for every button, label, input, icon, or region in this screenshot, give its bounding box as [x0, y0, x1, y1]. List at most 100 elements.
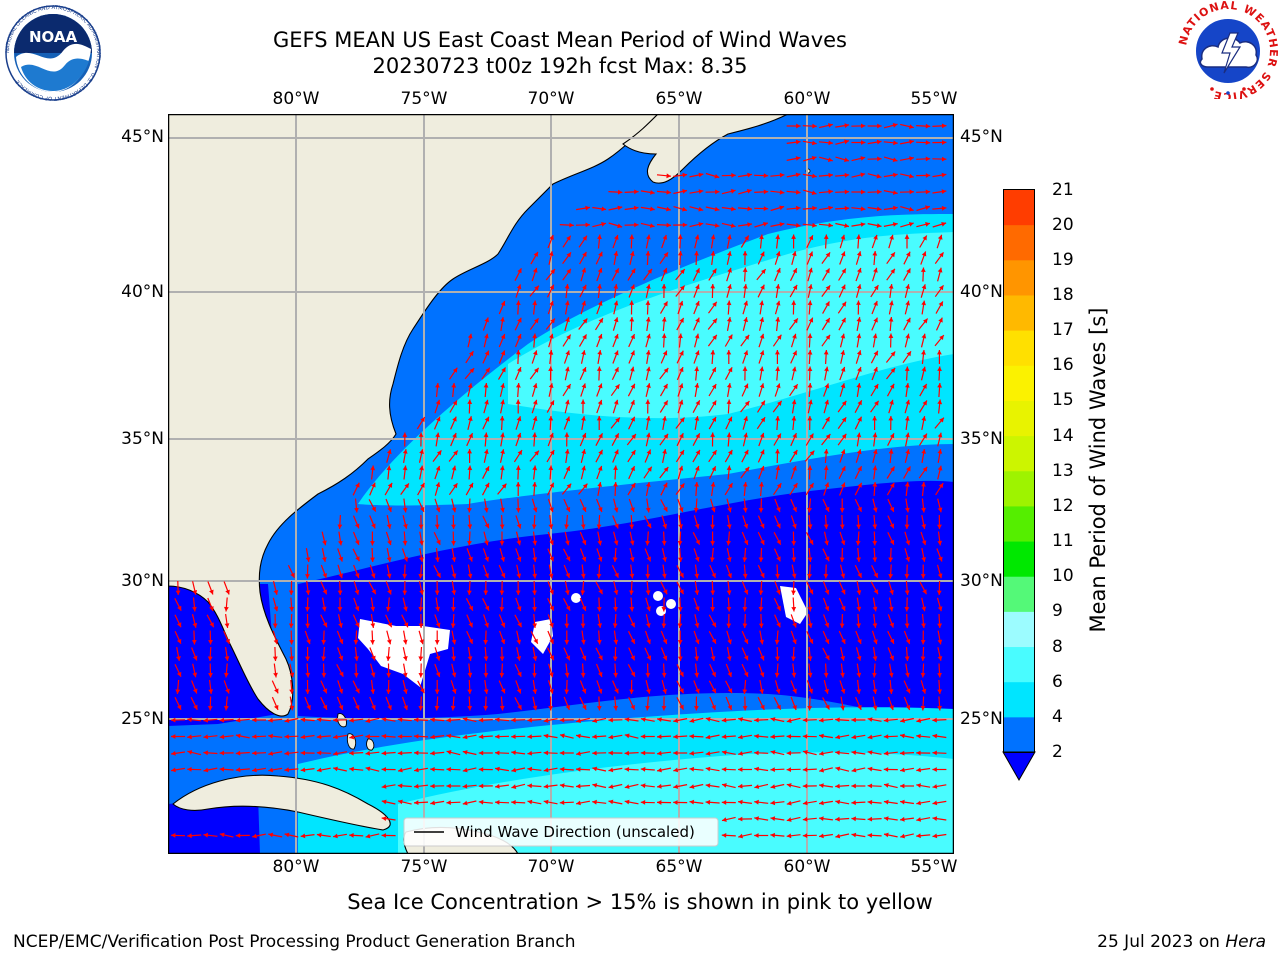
wave-direction-arrowhead	[419, 465, 424, 471]
wave-direction-arrowhead	[469, 368, 475, 373]
wave-direction-arrowhead	[516, 383, 521, 388]
wave-direction-arrowhead	[592, 734, 597, 740]
wave-direction-arrowhead	[171, 767, 176, 773]
wave-direction-arrowhead	[370, 640, 375, 645]
wave-direction-arrowhead	[792, 523, 797, 529]
wave-direction-arrowhead	[758, 557, 764, 562]
wave-direction-arrowhead	[645, 590, 651, 595]
wave-direction-arrowhead	[355, 688, 360, 694]
wave-direction-arrowhead	[387, 705, 392, 710]
wave-direction-arrowhead	[662, 557, 667, 562]
wave-direction-arrowhead	[624, 799, 630, 805]
wave-direction-arrowhead	[355, 556, 360, 562]
wave-direction-arrowhead	[937, 507, 943, 513]
wave-direction-arrowhead	[754, 799, 759, 805]
wave-direction-arrowhead	[581, 367, 587, 373]
wave-direction-arrowhead	[695, 639, 700, 645]
wave-direction-arrowhead	[355, 523, 360, 529]
wave-direction-arrowhead	[646, 383, 651, 389]
wave-direction-arrowhead	[776, 539, 781, 545]
wave-direction-arrowhead	[825, 285, 831, 291]
wave-direction-arrowhead	[650, 190, 655, 195]
wave-direction-arrowhead	[694, 573, 700, 579]
wave-direction-arrowhead	[808, 235, 814, 241]
wave-direction-arrowhead	[338, 655, 344, 661]
wave-direction-arrowhead	[721, 717, 727, 723]
wave-direction-arrowhead	[576, 783, 581, 789]
wave-direction-arrowhead	[698, 189, 704, 194]
wave-direction-arrowhead	[905, 449, 910, 455]
wave-direction-arrowhead	[192, 606, 197, 612]
wave-direction-arrowhead	[581, 688, 587, 694]
wave-direction-arrowhead	[900, 816, 905, 822]
wave-direction-arrowhead	[835, 816, 840, 822]
wave-direction-arrowhead	[403, 689, 408, 694]
wave-direction-arrowhead	[566, 334, 571, 340]
wave-direction-arrowhead	[435, 557, 440, 562]
wave-direction-arrowhead	[711, 572, 716, 578]
wave-direction-arrowhead	[403, 556, 408, 562]
wave-period-map: Wind Wave Direction (unscaled)	[168, 114, 954, 854]
wave-direction-arrowhead	[398, 799, 403, 805]
wave-direction-arrowhead	[630, 671, 635, 677]
wave-direction-arrowhead	[812, 205, 817, 211]
wave-direction-arrowhead	[770, 750, 776, 755]
wave-direction-arrowhead	[791, 573, 797, 579]
wave-direction-arrowhead	[402, 574, 408, 579]
wave-direction-arrowhead	[645, 350, 651, 355]
wave-direction-arrowhead	[839, 524, 845, 529]
wave-direction-arrowhead	[808, 589, 814, 595]
wave-direction-arrowhead	[387, 507, 392, 512]
land-bahamas	[366, 738, 375, 751]
wave-direction-arrowhead	[727, 573, 732, 579]
wave-direction-arrowhead	[694, 590, 700, 595]
wave-direction-arrowhead	[585, 205, 590, 211]
wave-direction-arrowhead	[841, 284, 846, 290]
wave-direction-arrowhead	[812, 123, 817, 129]
wave-direction-arrowhead	[436, 572, 441, 578]
wave-direction-arrowhead	[630, 483, 636, 488]
wave-direction-arrowhead	[779, 189, 785, 195]
wave-direction-arrowhead	[300, 767, 306, 773]
wave-direction-arrowhead	[580, 623, 586, 628]
colorbar-band	[1003, 541, 1035, 577]
wave-direction-arrowhead	[549, 482, 554, 488]
wave-direction-arrowhead	[809, 483, 814, 489]
wave-direction-arrowhead	[434, 689, 440, 694]
wave-direction-arrowhead	[904, 607, 910, 612]
wave-direction-arrowhead	[937, 705, 942, 711]
wave-direction-arrowhead	[435, 672, 441, 678]
wave-direction-arrowhead	[792, 705, 797, 710]
wave-direction-arrowhead	[941, 172, 947, 178]
wave-direction-arrowhead	[922, 589, 927, 595]
wave-direction-arrowhead	[763, 222, 768, 227]
wave-direction-arrowhead	[371, 482, 376, 488]
wave-direction-arrowhead	[905, 333, 910, 339]
wave-direction-arrowhead	[451, 383, 457, 388]
wave-direction-arrowhead	[305, 590, 311, 595]
wave-direction-arrowhead	[566, 483, 572, 489]
wave-direction-arrowhead	[695, 433, 700, 439]
wave-direction-arrowhead	[677, 234, 683, 239]
wave-direction-arrowhead	[450, 705, 456, 711]
wave-direction-arrowhead	[598, 589, 603, 595]
wave-direction-arrowhead	[775, 656, 780, 661]
wave-direction-arrowhead	[592, 766, 598, 772]
wave-direction-arrowhead	[371, 523, 376, 529]
wave-direction-arrowhead	[662, 416, 667, 421]
wave-direction-arrowhead	[792, 333, 797, 339]
wave-direction-arrowhead	[629, 540, 635, 546]
wave-direction-arrowhead	[921, 333, 927, 339]
wave-direction-arrowhead	[760, 523, 765, 529]
wave-direction-arrowhead	[549, 450, 555, 455]
wave-direction-arrowhead	[776, 704, 781, 710]
wave-direction-arrowhead	[435, 465, 441, 471]
wave-direction-arrowhead	[435, 622, 441, 628]
wave-direction-arrowhead	[608, 799, 614, 805]
wave-direction-arrowhead	[905, 383, 910, 388]
wave-direction-arrowhead	[268, 717, 273, 723]
wave-direction-arrowhead	[581, 416, 586, 421]
wave-direction-arrowhead	[673, 718, 679, 723]
wave-direction-arrowhead	[679, 350, 684, 356]
wave-direction-arrowhead	[500, 572, 506, 578]
